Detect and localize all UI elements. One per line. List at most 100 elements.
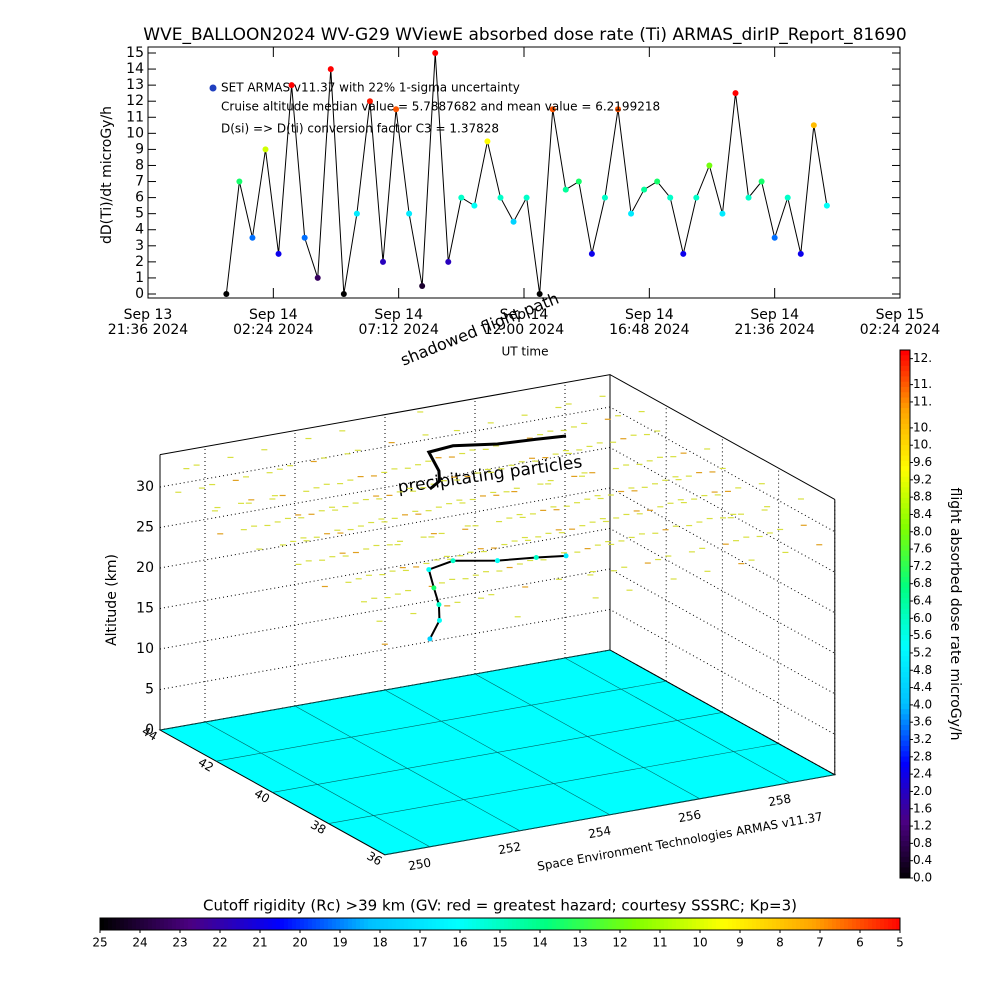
colorbar-band (900, 851, 910, 858)
colorbar-tick-label: 14 (532, 936, 547, 950)
colorbar-band (468, 918, 473, 930)
colorbar-tick-label: 4.0 (913, 697, 932, 711)
colorbar-band (496, 918, 501, 930)
colorbar-band (728, 918, 733, 930)
colorbar-band (308, 918, 313, 930)
colorbar-band (552, 918, 557, 930)
colorbar-band (900, 540, 910, 546)
data-point (719, 210, 726, 217)
colorbar-band (656, 918, 661, 930)
data-point (523, 194, 530, 201)
colorbar-band (556, 918, 561, 930)
data-point (327, 66, 334, 73)
colorbar-band (900, 392, 910, 399)
colorbar-tick-label: 1.6 (913, 801, 932, 815)
colorbar-band (900, 740, 910, 747)
colorbar-band (900, 698, 910, 705)
colorbar-band (392, 918, 397, 930)
data-point (680, 250, 687, 257)
colorbar-band (272, 918, 277, 930)
colorbar-band (472, 918, 477, 930)
colorbar-band (252, 918, 257, 930)
colorbar-band (756, 918, 761, 930)
x-tick-label: 16:48 2024 (609, 322, 690, 338)
colorbar-tick-label: 10. (913, 438, 932, 452)
data-point (810, 122, 817, 129)
colorbar-band (388, 918, 393, 930)
colorbar-band (372, 918, 377, 930)
colorbar-band (900, 677, 910, 684)
grid-line (159, 406, 836, 533)
colorbar-band (420, 918, 425, 930)
data-point (536, 291, 543, 297)
colorbar-tick-label: 0.0 (913, 871, 932, 885)
colorbar-band (588, 918, 593, 930)
legend-label: SET ARMAS v11.37 with 22% 1-sigma uncert… (221, 81, 520, 95)
colorbar-band (248, 918, 253, 930)
colorbar-band (260, 918, 265, 930)
x-tick-label: 21:36 2024 (734, 322, 815, 338)
colorbar-band (800, 918, 805, 930)
colorbar-band (900, 614, 910, 620)
colorbar-band (824, 918, 829, 930)
colorbar-band (900, 666, 910, 673)
colorbar-tick-label: 4.8 (913, 663, 932, 677)
data-point (380, 258, 386, 265)
colorbar-band (900, 555, 910, 562)
data-point (575, 178, 582, 185)
colorbar-band (432, 918, 437, 930)
data-point (288, 82, 295, 89)
z-axis-label: Altitude (km) (104, 554, 120, 646)
colorbar-band (436, 918, 441, 930)
data-point (615, 106, 621, 113)
y-tick-label: 10 (126, 125, 144, 141)
floor-grid-line (216, 680, 667, 762)
colorbar-band (900, 735, 910, 742)
colorbar-band (376, 918, 381, 930)
colorbar-band (848, 918, 853, 930)
colorbar-band (900, 798, 910, 805)
colorbar-tick-label: 2.0 (913, 784, 932, 798)
y-tick-label: 6 (135, 190, 144, 206)
colorbar-band (900, 529, 910, 536)
y-tick-label: 5 (135, 206, 144, 222)
colorbar-tick-label: 8.4 (913, 507, 932, 521)
colorbar-band (196, 918, 201, 930)
colorbar-band (292, 918, 297, 930)
colorbar-band (900, 360, 910, 367)
colorbar-band (900, 730, 910, 736)
z-tick-label: 15 (136, 601, 154, 617)
colorbar-band (296, 918, 301, 930)
colorbar-tick-label: 11 (652, 936, 667, 950)
x-tick-label: 258 (767, 791, 792, 809)
data-point (732, 90, 739, 97)
colorbar-band (900, 608, 910, 615)
colorbar-label: flight absorbed dose rate microGy/h (947, 488, 963, 741)
colorbar-band (508, 918, 513, 930)
colorbar-band (900, 661, 910, 668)
colorbar-tick-label: 9.2 (913, 472, 932, 486)
colorbar-band (900, 746, 910, 752)
box-edge (159, 374, 836, 500)
colorbar-band (724, 918, 729, 930)
colorbar-band (276, 918, 281, 930)
colorbar-tick-label: 0.4 (913, 853, 932, 867)
colorbar-band (900, 830, 910, 837)
z-tick-label: 5 (145, 682, 154, 698)
colorbar-band (460, 918, 465, 930)
colorbar-band (240, 918, 245, 930)
colorbar-tick-label: 7.2 (913, 559, 932, 573)
colorbar-band (120, 918, 125, 930)
colorbar-band (900, 724, 910, 731)
colorbar-band (568, 918, 573, 930)
y-tick-label: 9 (135, 141, 144, 157)
colorbar-band (696, 918, 701, 930)
colorbar-band (712, 918, 717, 930)
y-tick-label: 4 (135, 222, 144, 238)
colorbar-band (128, 918, 133, 930)
colorbar-band (836, 918, 841, 930)
colorbar-band (184, 918, 189, 930)
colorbar-band (888, 918, 893, 930)
colorbar-band (224, 918, 229, 930)
colorbar-band (560, 918, 565, 930)
